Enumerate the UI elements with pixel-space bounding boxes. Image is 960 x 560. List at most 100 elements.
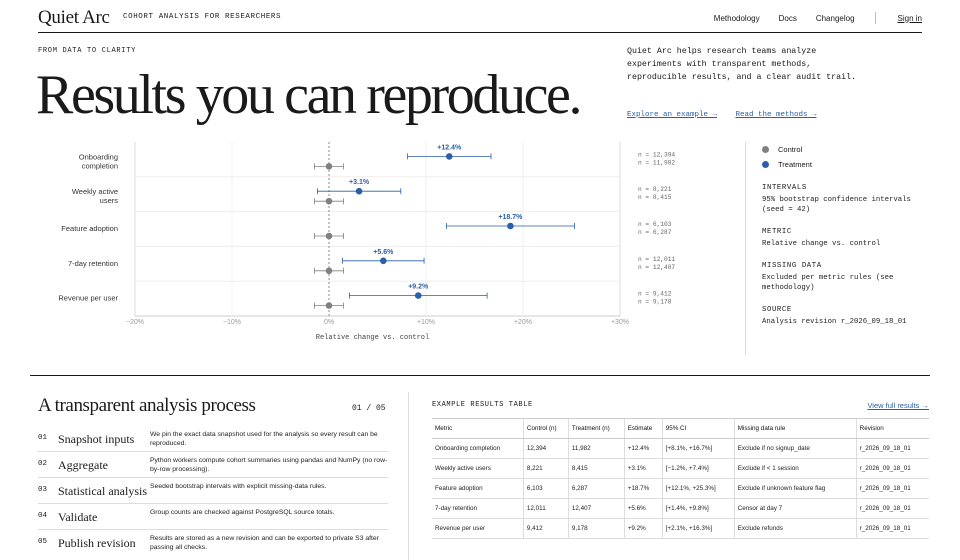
control-n-label: n = 12,011 [638,256,675,263]
table-cell: r_2026_09_18_01 [855,478,929,499]
treatment-point [445,153,453,160]
legend-control-label: Control [778,145,803,154]
table-cell: 12,394 [522,438,569,459]
step-name: Publish revision [58,536,136,550]
table-cell: Revenue per user [432,518,524,539]
treatment-n-label: n = 6,287 [638,229,672,236]
treatment-point [507,222,514,230]
category-label: 7-day retention [68,259,118,268]
side-text-intervals: 95% bootstrap confidence intervals (seed… [762,196,911,214]
process-step[interactable]: 01 Snapshot inputs We pin the exact data… [38,426,388,452]
x-tick-label: +10% [417,319,435,326]
read-methods-link[interactable]: Read the methods → [735,111,817,119]
column-header: Treatment (n) [567,418,625,439]
control-point [325,163,333,170]
table-cell: Weekly active users [432,458,524,479]
hero-links: Explore an example → Read the methods → [627,111,831,119]
control-n-label: n = 12,394 [638,151,675,158]
nav-divider [874,12,876,24]
process-step[interactable]: 05 Publish revision Results are stored a… [38,530,388,556]
process-step[interactable]: 03 Statistical analysis Seeded bootstrap… [38,478,388,504]
category-label-line: Feature adoption [61,224,118,233]
table-header-row: Metric Control (n) Treatment (n) Estimat… [432,418,929,439]
nav-docs[interactable]: Docs [778,13,797,23]
side-heading-source: SOURCE [762,306,792,314]
control-point [325,302,333,309]
table-cell: +9.2% [623,518,663,539]
table-cell: 7-day retention [432,498,524,519]
hero-description: Quiet Arc helps research teams analyze e… [627,47,857,82]
site-header: Quiet Arc COHORT ANALYSIS FOR RESEARCHER… [38,0,922,33]
control-point [325,267,333,275]
side-heading-metric: METRIC [762,228,792,236]
column-header: 95% CI [661,418,735,439]
forest-plot-chart: −20% −10% 0% +10% +20% +30% Relative change vs… [58,142,675,342]
logo[interactable]: Quiet Arc [38,7,110,28]
table-cell: 6,287 [567,478,625,499]
table-cell: Censor at day 7 [733,498,857,519]
table-cell: +12.4% [623,438,663,459]
step-description: We pin the exact data snapshot used for … [150,431,378,447]
category-label: Onboarding completion [79,152,118,170]
step-number: 05 [38,538,48,546]
column-divider [408,392,409,560]
table-cell: [+2.1%, +16.3%] [661,518,735,539]
hero-kicker: FROM DATA TO CLARITY [38,47,137,55]
step-number: 04 [38,512,48,520]
category-label-line: Onboarding [79,152,118,161]
category-label-line: Weekly active [72,187,118,196]
nav-methodology[interactable]: Methodology [713,13,760,23]
treatment-data-label: +3.1% [349,179,370,186]
column-header: Control (n) [522,418,569,439]
category-label: Revenue per user [58,294,118,303]
process-step[interactable]: 02 Aggregate Python workers compute coho… [38,452,388,478]
step-description: Results are stored as a new revision and… [150,535,379,551]
table-cell: [−1.2%, +7.4%] [661,458,735,479]
table-cell: r_2026_09_18_01 [855,498,929,519]
treatment-dot-icon [762,161,769,168]
category-label-line: Revenue per user [58,294,118,303]
step-description: Group counts are checked against Postgre… [150,509,335,516]
process-step-counter: 01 / 05 [352,404,386,413]
table-cell: 6,103 [522,478,569,499]
nav-changelog[interactable]: Changelog [815,13,855,23]
legend-control: Control [762,142,925,157]
step-description: Python workers compute cohort summaries … [150,457,388,473]
table-cell: 11,982 [567,438,625,459]
hero-title: Results you can reproduce. [36,64,582,126]
table-row: Feature adoption 6,103 6,287 +18.7% [+12… [432,478,929,499]
treatment-n-label: n = 11,982 [638,159,675,166]
control-n-label: n = 6,103 [638,221,672,228]
table-cell: Onboarding completion [432,438,524,459]
column-header: Estimate [623,418,663,439]
treatment-data-label: +5.6% [373,249,394,256]
x-tick-label: 0% [324,319,334,326]
chart-side-panel: Control Treatment INTERVALS 95% bootstra… [745,142,925,355]
treatment-point [380,257,387,265]
step-name: Aggregate [58,458,108,472]
column-header: Revision [855,418,929,439]
explore-example-link[interactable]: Explore an example → [627,111,718,119]
table-row: Revenue per user 9,412 9,178 +9.2% [+2.1… [432,518,929,539]
control-point [325,197,333,205]
x-tick-label: −20% [126,319,144,326]
sign-in-link[interactable]: Sign in [897,13,922,23]
process-step[interactable]: 04 Validate Group counts are checked aga… [38,504,388,530]
treatment-data-label: +18.7% [498,214,523,221]
treatment-n-label: n = 8,415 [638,194,672,201]
step-name: Statistical analysis [58,484,147,498]
results-table: Metric Control (n) Treatment (n) Estimat… [432,418,929,539]
table-cell: 9,178 [567,518,625,539]
step-number: 02 [38,460,48,468]
step-name: Validate [58,510,98,524]
table-row: Weekly active users 8,221 8,415 +3.1% [−… [432,458,929,479]
column-header: Missing data rule [733,418,857,439]
treatment-point [355,187,363,195]
side-heading-intervals: INTERVALS [762,184,807,192]
treatment-data-label: +9.2% [408,284,429,291]
side-heading-missing-data: MISSING DATA [762,262,822,270]
step-number: 03 [38,486,48,494]
view-full-results-link[interactable]: View full results → [867,401,929,410]
treatment-n-label: n = 9,178 [638,299,672,306]
step-description: Seeded bootstrap intervals with explicit… [150,483,327,490]
